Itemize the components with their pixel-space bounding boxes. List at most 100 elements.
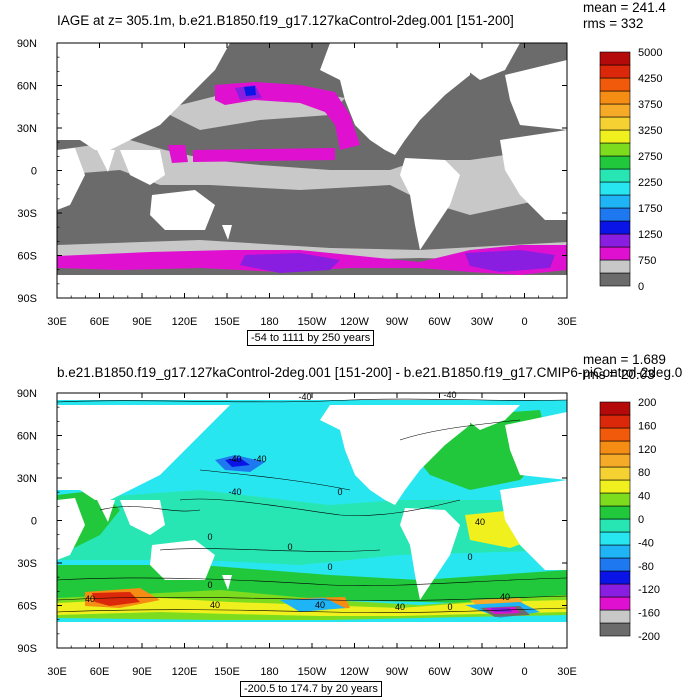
panel2-xtick-label: 180	[260, 666, 278, 678]
panel2-xtick-label: 150W	[298, 666, 327, 678]
panel1-xtick-label: 60W	[428, 316, 451, 328]
panel1-colorbar-label: 2250	[638, 177, 662, 189]
panel2-contour-label: 0	[467, 552, 472, 562]
panel2-contour-label: -40	[253, 454, 266, 464]
panel2-colorbar-label: -160	[638, 608, 660, 620]
panel1-colorbar-label: 3250	[638, 125, 662, 137]
panel1-colorbar-swatch	[599, 129, 631, 144]
panel2-contour-label: 40	[85, 594, 95, 604]
panel2-ytick-label: 30N	[17, 473, 37, 485]
panel2-colorbar-swatch	[599, 427, 631, 442]
panel1-land-namerica	[320, 43, 470, 155]
panel1-colorbar-label: 1250	[638, 229, 662, 241]
panel2-xtick-label: 0	[521, 666, 527, 678]
panel2-land-australia	[150, 540, 215, 580]
panel1-land-eurasia	[57, 43, 230, 150]
panel2-colorbar-swatch	[599, 440, 631, 455]
panel1-land-africa-east	[500, 130, 567, 220]
panel1-colorbar-swatch	[599, 207, 631, 222]
panel2-colorbar-swatch	[599, 622, 631, 637]
panel2-ytick-label: 60N	[17, 431, 37, 443]
panel1-mean: mean = 241.4	[583, 0, 666, 15]
panel2-colorbar-swatch	[599, 531, 631, 546]
panel2-lightblue-so-a	[280, 598, 345, 612]
panel2-land-eurasia	[57, 405, 230, 500]
panel1-ytick-label: 90S	[17, 293, 37, 305]
panel2-map: -40 -40 -40 -40 -40 0 0 0 0 0 0 0 40 40 40 40 40 40 30E 60…	[17, 388, 660, 678]
panel1-colorbar-swatch	[599, 155, 631, 170]
panel1-xtick-label: 30E	[47, 316, 67, 328]
panel2-contour-label: 40	[315, 600, 325, 610]
panel2-colorbar-label: 200	[638, 397, 656, 409]
panel1-land-india	[97, 150, 115, 172]
panel1-colorbar-swatch	[599, 64, 631, 79]
panel1-colorbar-swatch	[599, 220, 631, 235]
panel1-ytick-label: 30N	[17, 123, 37, 135]
panel2-xtick-label: 120W	[340, 666, 369, 678]
panel2-colorbar-swatch	[599, 544, 631, 559]
panel2-contour-label: 40	[475, 517, 485, 527]
panel1-land-europe	[505, 60, 567, 130]
panel1-xtick-label: 90E	[132, 316, 152, 328]
panel1-magenta-npac	[215, 82, 360, 150]
panel1-magenta-npac-band	[193, 148, 335, 162]
panel2-xtick-label: 120E	[172, 666, 198, 678]
panel1-colorbar-swatch	[599, 233, 631, 248]
panel1-xtick-label: 30E	[557, 316, 577, 328]
panel1-colorbar-label: 3750	[638, 99, 662, 111]
panel2-contour-label: 0	[337, 487, 342, 497]
panel1-colorbar-swatch	[599, 259, 631, 274]
panel1-xtick-label: 60E	[90, 316, 110, 328]
panel2-xtick-label: 60W	[428, 666, 451, 678]
panel1-colorbar-swatch	[599, 90, 631, 105]
panel2-land-namerica	[320, 405, 470, 505]
panel2-contour-label: 40	[395, 602, 405, 612]
panel2-contour-label: 0	[207, 532, 212, 542]
panel2-ytick-label: 90S	[17, 643, 37, 655]
panel1-xtick-label: 180	[260, 316, 278, 328]
panel2-ytick-label: 90N	[17, 388, 37, 400]
panel1-colorbar-swatch	[599, 181, 631, 196]
panel2-land-samerica	[400, 508, 460, 600]
panel2-colorbar-label: -40	[638, 537, 654, 549]
panel2-ytick-label: 30S	[17, 558, 37, 570]
panel2-contour-label: 0	[287, 542, 292, 552]
panel1-title: IAGE at z= 305.1m, b.e21.B1850.f19_g17.1…	[57, 13, 514, 28]
panel1-colorbar-swatch	[599, 194, 631, 209]
panel1-colorbar-swatch	[599, 51, 631, 66]
panel2-contour-label: 40	[500, 592, 510, 602]
panel2-land-africa-east	[500, 480, 567, 570]
panel1-ytick-label: 60S	[17, 251, 37, 263]
panel1-blue-npac	[244, 86, 256, 96]
panel2-land-greenland	[450, 405, 520, 430]
panel2-land-europe	[505, 412, 567, 480]
panel2-xtick-label: 30E	[557, 666, 577, 678]
panel2-title: b.e21.B1850.f19_g17.127kaControl-2deg.00…	[57, 365, 683, 380]
panel1-colorbar-swatch	[599, 77, 631, 92]
panel2-land-africa-west	[57, 498, 85, 560]
panel2-colorbar-swatch	[599, 505, 631, 520]
panel2-contour-label: -40	[298, 392, 311, 402]
panel1-xtick-label: 120W	[340, 316, 369, 328]
panel2-colorbar-label: 0	[638, 514, 644, 526]
panel2-xtick-label: 30E	[47, 666, 67, 678]
panel2-colorbar-label: -80	[638, 561, 654, 573]
panel1-land-antarctica	[57, 275, 567, 298]
panel1-colorbar-label: 1750	[638, 203, 662, 215]
panel2-land-seasia	[120, 500, 165, 535]
panel1-xtick-label: 0	[521, 316, 527, 328]
panel2-colorbar-swatch	[599, 609, 631, 624]
panel1-colorbar-swatch	[599, 103, 631, 118]
panel1-ytick-label: 60N	[17, 81, 37, 93]
panel1-colorbar-label: 2750	[638, 151, 662, 163]
panel1-ytick-label: 0	[31, 166, 37, 178]
panel2-range-box: -200.5 to 174.7 by 20 years	[240, 681, 382, 697]
panel1-map: 30E 60E 90E 120E 150E 180 150W 120W 90W 60W 30W 0 30…	[17, 38, 663, 328]
panel2-colorbar-label: 160	[638, 420, 656, 432]
panel2-contour-label: -40	[228, 487, 241, 497]
panel1-colorbar-swatch	[599, 142, 631, 157]
panel1-colorbar-label: 750	[638, 255, 656, 267]
panel2-contour-label: 0	[207, 580, 212, 590]
panel2-colorbar-swatch	[599, 414, 631, 429]
panel2-colorbar-swatch	[599, 596, 631, 611]
